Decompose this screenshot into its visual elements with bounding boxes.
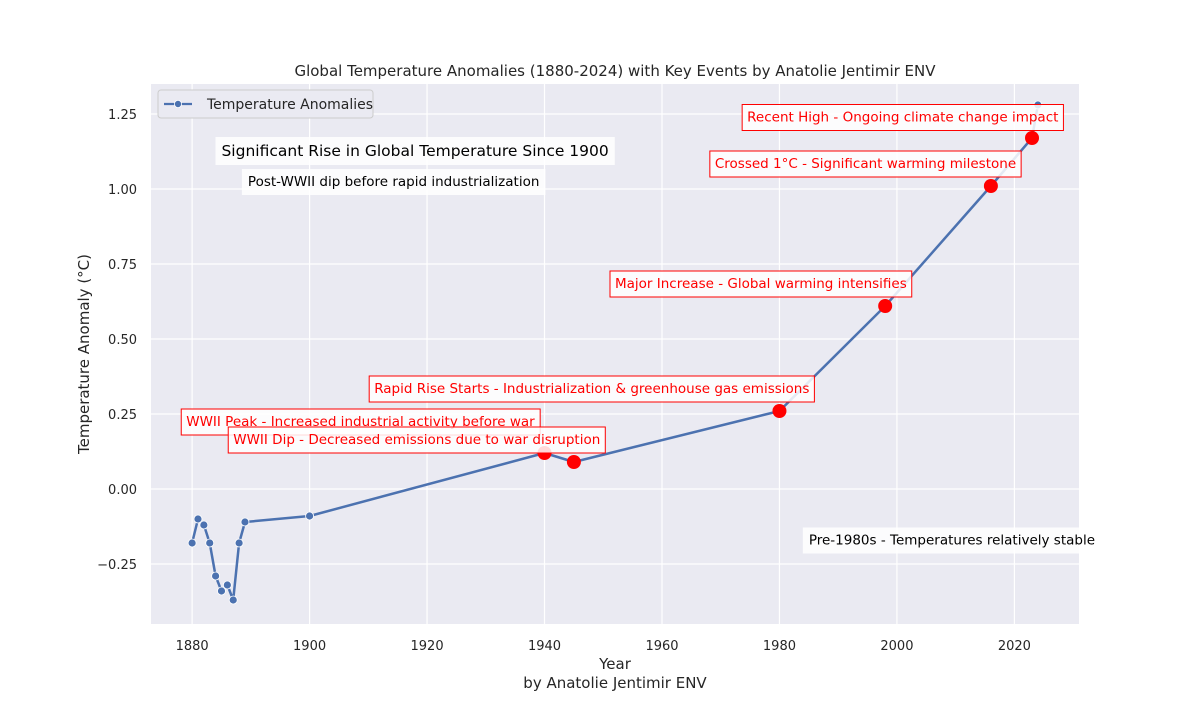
legend-series-label: Temperature Anomalies [206, 97, 373, 113]
legend-box [157, 89, 374, 119]
y-tick-label: 1.00 [108, 183, 137, 198]
x-tick-label: 1960 [645, 639, 678, 654]
x-tick-label: 1880 [176, 639, 209, 654]
data-point [234, 538, 244, 548]
legend: Temperature Anomalies [157, 89, 374, 119]
text-annotation-box [802, 527, 1102, 554]
x-tick-label: 1940 [528, 639, 561, 654]
text-annotation-text: Pre-1980s - Temperatures relatively stab… [809, 533, 1095, 549]
data-point [193, 514, 203, 524]
x-tick-label: 2000 [880, 639, 913, 654]
event-marker [772, 404, 787, 418]
text-annotation: Pre-1980s - Temperatures relatively stab… [802, 527, 1102, 554]
data-point [222, 580, 232, 590]
y-tick-label: 0.50 [108, 333, 137, 348]
event-label: Crossed 1°C - Significant warming milest… [709, 150, 1022, 178]
event-label-text: WWII Peak - Increased industrial activit… [186, 414, 535, 430]
y-tick-label: 0.00 [108, 483, 137, 498]
event-label-text: Crossed 1°C - Significant warming milest… [715, 156, 1016, 172]
y-axis-label: Temperature Anomaly (°C) [75, 254, 93, 455]
data-point [205, 538, 215, 548]
event-label-text: Rapid Rise Starts - Industrialization & … [374, 381, 809, 397]
event-marker [878, 299, 893, 313]
data-point [187, 538, 197, 548]
x-tick-label: 1920 [411, 639, 444, 654]
y-tick-labels: −0.25 0.00 0.25 0.50 0.75 1.00 1.25 [97, 108, 137, 573]
text-annotation: Post-WWII dip before rapid industrializa… [241, 169, 546, 195]
text-annotation-box [215, 137, 615, 165]
event-label-box [741, 104, 1064, 131]
text-annotation-text: Post-WWII dip before rapid industrializa… [248, 174, 540, 190]
x-tick-label: 2020 [998, 639, 1031, 654]
event-label: Rapid Rise Starts - Industrialization & … [368, 375, 815, 403]
event-label: Recent High - Ongoing climate change imp… [741, 104, 1064, 131]
event-label-text: WWII Dip - Decreased emissions due to wa… [233, 432, 600, 448]
event-marker [1025, 131, 1040, 145]
event-label-box [609, 270, 913, 298]
event-label-box [368, 375, 815, 403]
text-annotation-box [241, 169, 546, 195]
data-point [305, 511, 314, 521]
y-tick-label: −0.25 [97, 558, 137, 573]
event-label: WWII Dip - Decreased emissions due to wa… [227, 426, 606, 454]
data-point [211, 571, 221, 581]
data-point [240, 517, 250, 527]
event-label-box [227, 426, 606, 454]
text-annotations: WWII Peak - Increased industrial activit… [180, 104, 1102, 554]
x-tick-label: 1900 [293, 639, 326, 654]
event-label-text: Recent High - Ongoing climate change imp… [747, 110, 1058, 126]
text-annotation: Significant Rise in Global Temperature S… [215, 137, 615, 165]
event-label-text: Major Increase - Global warming intensif… [615, 276, 907, 292]
x-axis-label: Year [598, 655, 632, 673]
data-point [217, 586, 226, 596]
event-label: Major Increase - Global warming intensif… [609, 270, 913, 298]
event-marker [983, 179, 998, 193]
event-marker [566, 455, 581, 469]
data-point [199, 520, 209, 530]
legend-marker-swatch [173, 100, 182, 109]
y-tick-label: 1.25 [108, 108, 137, 123]
x-tick-label: 1980 [763, 639, 796, 654]
chart-title: Global Temperature Anomalies (1880-2024)… [294, 62, 936, 80]
x-tick-labels: 1880 1900 1920 1940 1960 1980 2000 2020 [176, 639, 1031, 654]
text-annotation-text: Significant Rise in Global Temperature S… [221, 142, 608, 160]
y-tick-label: 0.25 [108, 408, 137, 423]
event-label-box [709, 150, 1022, 178]
x-axis-sublabel: by Anatolie Jentimir ENV [523, 674, 707, 692]
y-tick-label: 0.75 [108, 258, 137, 273]
data-point [228, 595, 238, 605]
